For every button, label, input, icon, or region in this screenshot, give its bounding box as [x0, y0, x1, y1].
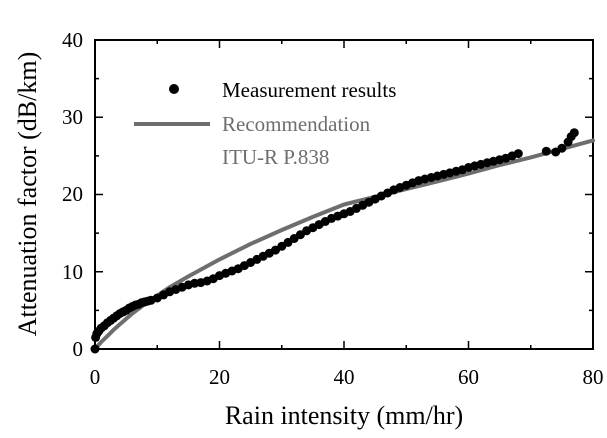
x-axis-label: Rain intensity (mm/hr) [225, 401, 463, 430]
y-axis-label: Attenuation factor (dB/km) [13, 52, 42, 336]
measurement-point [557, 143, 567, 153]
y-tick-labels: 0 10 20 30 40 [62, 28, 83, 361]
y-tick-label: 0 [73, 337, 84, 361]
x-tick-labels: 0 20 40 60 80 [90, 365, 604, 389]
x-tick-label: 20 [209, 365, 230, 389]
measurement-points [90, 128, 579, 354]
x-tick-label: 40 [334, 365, 355, 389]
y-tick-label: 10 [62, 260, 83, 284]
measurement-point [541, 146, 551, 156]
itu-recommendation-curve [93, 138, 595, 351]
legend-label-recommendation: Recommendation [222, 112, 371, 136]
x-tick-label: 80 [583, 365, 604, 389]
legend-label-itu: ITU-R P.838 [222, 145, 329, 169]
y-tick-label: 30 [62, 105, 83, 129]
y-tick-label: 40 [62, 28, 83, 52]
measurement-point [90, 344, 100, 354]
measurement-point [569, 128, 579, 138]
axis-ticks [94, 39, 594, 350]
x-tick-label: 60 [458, 365, 479, 389]
legend-label-measurement: Measurement results [222, 78, 396, 102]
legend-marker-measurement [169, 84, 179, 94]
x-tick-label: 0 [90, 365, 101, 389]
y-tick-label: 20 [62, 182, 83, 206]
measurement-point [513, 149, 523, 159]
legend: Measurement results Recommendation ITU-R… [134, 78, 396, 169]
